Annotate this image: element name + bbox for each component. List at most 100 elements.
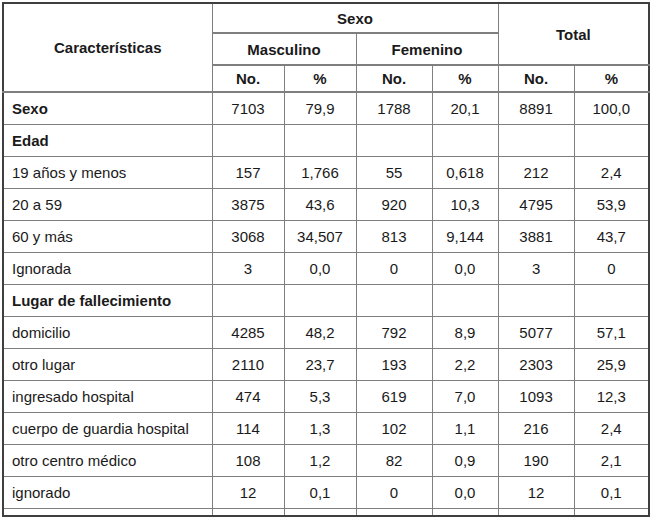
cell-femenino-pct: 0,0 (432, 252, 498, 284)
header-masculino: Masculino (212, 33, 356, 65)
cell-masculino-pct: 79,9 (284, 92, 356, 124)
cell-total-no: 5077 (498, 316, 574, 348)
cell-masculino-no: 474 (212, 380, 284, 412)
header-row-groups: Características Sexo Total (3, 3, 649, 33)
row-label: 60 y más (3, 220, 212, 252)
table-row-otro-lugar: otro lugar 2110 23,7 193 2,2 2303 25,9 (3, 348, 649, 380)
row-label: cuerpo de guardia hospital (3, 412, 212, 444)
cell-femenino-no: 0 (356, 476, 432, 508)
table-row-20-a-59: 20 a 59 3875 43,6 920 10,3 4795 53,9 (3, 188, 649, 220)
table-body: Sexo 7103 79,9 1788 20,1 8891 100,0 Edad… (3, 92, 649, 516)
cell-total-no: 212 (498, 156, 574, 188)
cell-total-pct: 53,9 (574, 188, 649, 220)
cell-masculino-pct: 48,2 (284, 316, 356, 348)
cell-femenino-pct: 7,0 (432, 380, 498, 412)
cell-masculino-pct: 1,3 (284, 412, 356, 444)
cell-total-pct: 2,4 (574, 156, 649, 188)
cell-masculino-pct: 5,3 (284, 380, 356, 412)
row-label: otro lugar (3, 348, 212, 380)
cell-masculino-no: 7103 (212, 92, 284, 124)
header-total: Total (498, 3, 649, 65)
cell-femenino-pct: 20,1 (432, 92, 498, 124)
cell-total-no: 3881 (498, 220, 574, 252)
table-row-otro-centro-medico: otro centro médico 108 1,2 82 0,9 190 2,… (3, 444, 649, 476)
filler-cell (498, 508, 574, 516)
cell-total-pct: 12,3 (574, 380, 649, 412)
filler-cell (212, 508, 284, 516)
table-row-ignorado: ignorado 12 0,1 0 0,0 12 0,1 (3, 476, 649, 508)
row-label: ingresado hospital (3, 380, 212, 412)
cell-femenino-pct: 2,2 (432, 348, 498, 380)
row-label: domicilio (3, 316, 212, 348)
cell-femenino-no (356, 284, 432, 316)
cell-total-no: 190 (498, 444, 574, 476)
table-row-domicilio: domicilio 4285 48,2 792 8,9 5077 57,1 (3, 316, 649, 348)
row-label: Edad (3, 124, 212, 156)
header-masculino-no: No. (212, 65, 284, 92)
cell-total-pct: 2,1 (574, 444, 649, 476)
cell-femenino-no: 1788 (356, 92, 432, 124)
header-femenino: Femenino (356, 33, 498, 65)
cell-femenino-pct (432, 124, 498, 156)
table-header: Características Sexo Total Masculino Fem… (3, 3, 649, 92)
cell-femenino-pct (432, 284, 498, 316)
cell-femenino-no: 619 (356, 380, 432, 412)
cell-masculino-pct: 1,2 (284, 444, 356, 476)
cell-masculino-no: 157 (212, 156, 284, 188)
filler-cell (3, 508, 212, 516)
header-femenino-no: No. (356, 65, 432, 92)
cell-femenino-no: 813 (356, 220, 432, 252)
cell-total-no: 216 (498, 412, 574, 444)
header-masculino-pct: % (284, 65, 356, 92)
table-row-lugar-section: Lugar de fallecimiento (3, 284, 649, 316)
cell-masculino-pct (284, 284, 356, 316)
cell-femenino-pct: 0,9 (432, 444, 498, 476)
table-row-ignorada: Ignorada 3 0,0 0 0,0 3 0 (3, 252, 649, 284)
cell-masculino-no: 3875 (212, 188, 284, 220)
cell-femenino-no: 193 (356, 348, 432, 380)
cell-total-no (498, 284, 574, 316)
cell-total-no: 8891 (498, 92, 574, 124)
cell-total-pct: 25,9 (574, 348, 649, 380)
filler-cell (432, 508, 498, 516)
table-row-ingresado-hospital: ingresado hospital 474 5,3 619 7,0 1093 … (3, 380, 649, 412)
table-row-19-anos-y-menos: 19 años y menos 157 1,766 55 0,618 212 2… (3, 156, 649, 188)
cell-masculino-pct: 1,766 (284, 156, 356, 188)
cell-femenino-no: 920 (356, 188, 432, 220)
cell-masculino-pct: 0,0 (284, 252, 356, 284)
header-total-no: No. (498, 65, 574, 92)
cell-femenino-pct: 9,144 (432, 220, 498, 252)
cell-masculino-no: 3 (212, 252, 284, 284)
cell-femenino-pct: 0,0 (432, 476, 498, 508)
cell-masculino-pct (284, 124, 356, 156)
cell-femenino-no (356, 124, 432, 156)
cell-total-pct: 0 (574, 252, 649, 284)
header-characteristics: Características (3, 3, 212, 92)
cell-total-pct: 100,0 (574, 92, 649, 124)
row-label: 20 a 59 (3, 188, 212, 220)
cell-total-no: 2303 (498, 348, 574, 380)
filler-cell (574, 508, 649, 516)
row-label: Lugar de fallecimiento (3, 284, 212, 316)
header-femenino-pct: % (432, 65, 498, 92)
cell-total-no: 1093 (498, 380, 574, 412)
table-row-60-y-mas: 60 y más 3068 34,507 813 9,144 3881 43,7 (3, 220, 649, 252)
cell-masculino-pct: 0,1 (284, 476, 356, 508)
cell-femenino-pct: 0,618 (432, 156, 498, 188)
cell-total-no: 3 (498, 252, 574, 284)
row-label: 19 años y menos (3, 156, 212, 188)
header-total-pct: % (574, 65, 649, 92)
table-row-edad-section: Edad (3, 124, 649, 156)
cell-masculino-pct: 43,6 (284, 188, 356, 220)
cell-masculino-no: 4285 (212, 316, 284, 348)
cell-masculino-no: 12 (212, 476, 284, 508)
cell-total-pct: 2,4 (574, 412, 649, 444)
cell-total-no: 4795 (498, 188, 574, 220)
filler-cell (356, 508, 432, 516)
cell-femenino-pct: 8,9 (432, 316, 498, 348)
row-label: Sexo (3, 92, 212, 124)
row-label: otro centro médico (3, 444, 212, 476)
header-sexo-group: Sexo (212, 3, 498, 33)
filler-cell (284, 508, 356, 516)
cell-masculino-no: 114 (212, 412, 284, 444)
